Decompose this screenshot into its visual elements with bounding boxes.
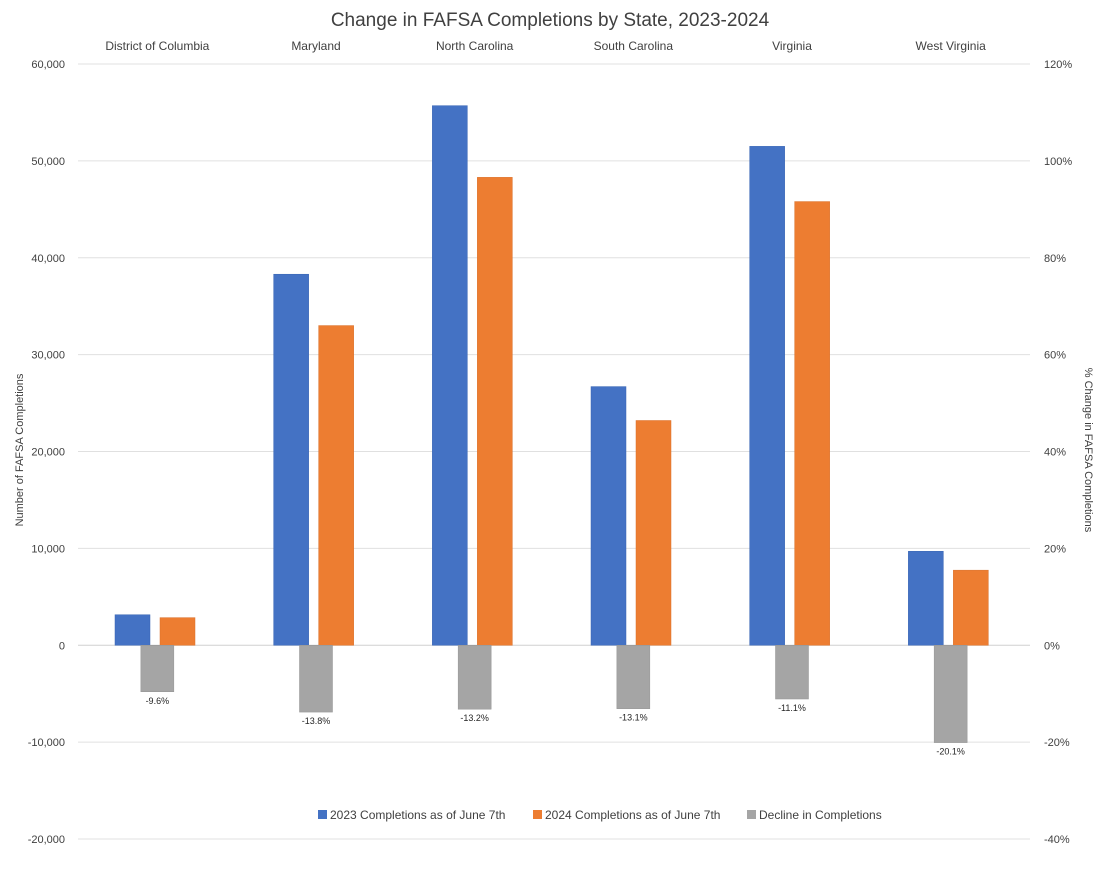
bar-2024 [635,420,672,646]
bar-2024 [477,177,513,646]
legend-label: 2023 Completions as of June 7th [330,808,505,822]
bar-decline [933,645,968,743]
bar-2024 [318,325,354,646]
bar-2024 [159,617,196,646]
decline-data-label: -13.8% [302,716,331,726]
legend-swatch [318,810,327,819]
y2-tick-label: 20% [1044,543,1066,555]
legend: 2023 Completions as of June 7th 2024 Comp… [318,808,882,822]
category-label: South Carolina [594,39,674,53]
y-tick-label: 0 [59,640,65,652]
category-label: North Carolina [436,39,514,53]
decline-data-label: -11.1% [778,703,806,713]
bar-2023 [590,386,627,646]
y2-tick-label: 60% [1044,350,1066,362]
category-label: Virginia [772,39,812,53]
legend-label: Decline in Completions [759,808,882,822]
category-label: District of Columbia [105,39,209,53]
y2-tick-label: -40% [1044,834,1070,846]
bar-decline [457,645,492,710]
bars [114,105,989,743]
y-tick-label: 50,000 [31,156,65,168]
y2-tick-label: 100% [1044,156,1072,168]
bar-decline [775,645,809,700]
legend-swatch [747,810,756,819]
bar-decline [299,645,333,713]
bar-2024 [953,569,989,646]
decline-data-label: -20.1% [936,747,965,757]
y-tick-label: 40,000 [31,253,65,265]
bar-2023 [908,551,944,646]
chart-title: Change in FAFSA Completions by State, 20… [331,10,770,31]
y2-tick-label: 120% [1044,59,1072,71]
y-tick-label: 60,000 [31,59,65,71]
labels: -20,000 -10,000 0 10,000 20,000 30,000 40,000 5… [28,39,1073,846]
y-tick-label: 20,000 [31,447,65,459]
y-tick-label: -10,000 [28,737,65,749]
y2-axis-title: % Change in FAFSA Completions [1082,368,1094,533]
bar-decline [140,645,175,692]
bar-2024 [794,201,830,646]
bar-2023 [749,146,785,646]
y-tick-label: 10,000 [31,543,65,555]
legend-swatch [533,810,542,819]
decline-data-label: -13.1% [619,713,648,723]
category-label: Maryland [291,39,340,53]
y-tick-label: 30,000 [31,350,65,362]
bar-2023 [114,614,151,646]
decline-data-label: -13.2% [460,713,489,723]
y-tick-label: -20,000 [28,834,65,846]
decline-data-label: -9.6% [146,696,170,706]
bar-decline [616,645,651,709]
bar-2023 [432,105,468,646]
y2-tick-label: -20% [1044,737,1070,749]
y2-tick-label: 40% [1044,447,1066,459]
y-axis-title: Number of FAFSA Completions [14,373,26,526]
bar-2023 [273,273,309,646]
legend-label: 2024 Completions as of June 7th [545,808,720,822]
gridlines [78,63,1030,840]
y2-tick-label: 80% [1044,253,1066,265]
y2-tick-label: 0% [1044,640,1060,652]
category-label: West Virginia [916,39,987,53]
